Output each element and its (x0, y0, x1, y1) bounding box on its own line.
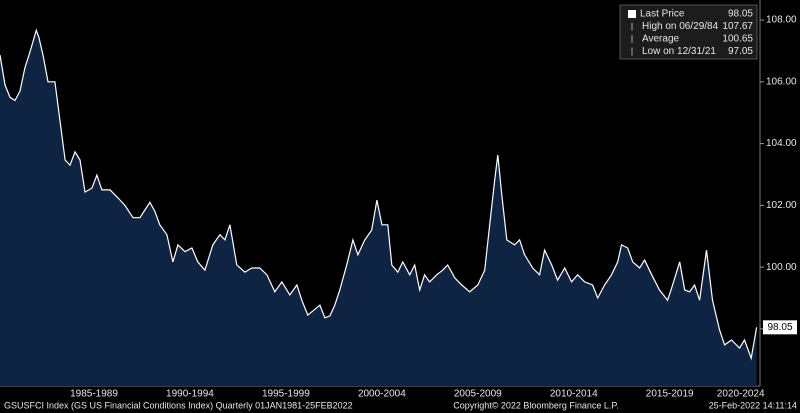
legend-value: 98.05 (728, 9, 753, 20)
x-tick-label: 2020-2024 (717, 389, 765, 400)
y-tick-label: 108.00 (766, 15, 797, 26)
y-tick-label: 106.00 (766, 76, 797, 87)
y-tick-label: 100.00 (766, 262, 797, 273)
last-price-box (763, 320, 797, 335)
legend-value: 97.05 (728, 46, 753, 57)
footer-index: GSUSFCI Index (GS US Financial Condition… (4, 400, 353, 410)
footer-copyright: Copyright© 2022 Bloomberg Finance L.P. (453, 400, 619, 410)
legend-value: 107.67 (722, 21, 753, 32)
last-price-label: 98.05 (767, 322, 792, 333)
x-tick-label: 2005-2009 (454, 389, 502, 400)
footer-timestamp: 25-Feb-2022 14:11:14 (709, 400, 797, 410)
legend-swatch (628, 10, 636, 18)
x-tick-label: 1995-1999 (262, 389, 310, 400)
y-tick-label: 104.00 (766, 138, 797, 149)
legend-value: 100.65 (722, 34, 753, 45)
line (0, 28, 758, 361)
x-tick-label: 2010-2014 (550, 389, 598, 400)
legend-label: Average (642, 34, 680, 45)
y-tick-label: 102.00 (766, 200, 797, 211)
legend-label: Last Price (640, 9, 685, 20)
legend-label: Low on 12/31/21 (642, 46, 716, 57)
legend-box (619, 4, 758, 60)
x-tick-label: 2015-2019 (646, 389, 694, 400)
legend-label: High on 06/29/84 (642, 21, 719, 32)
x-tick-label: 1990-1994 (166, 389, 214, 400)
x-tick-label: 2000-2004 (358, 389, 406, 400)
x-tick-label: 1985-1989 (70, 389, 118, 400)
